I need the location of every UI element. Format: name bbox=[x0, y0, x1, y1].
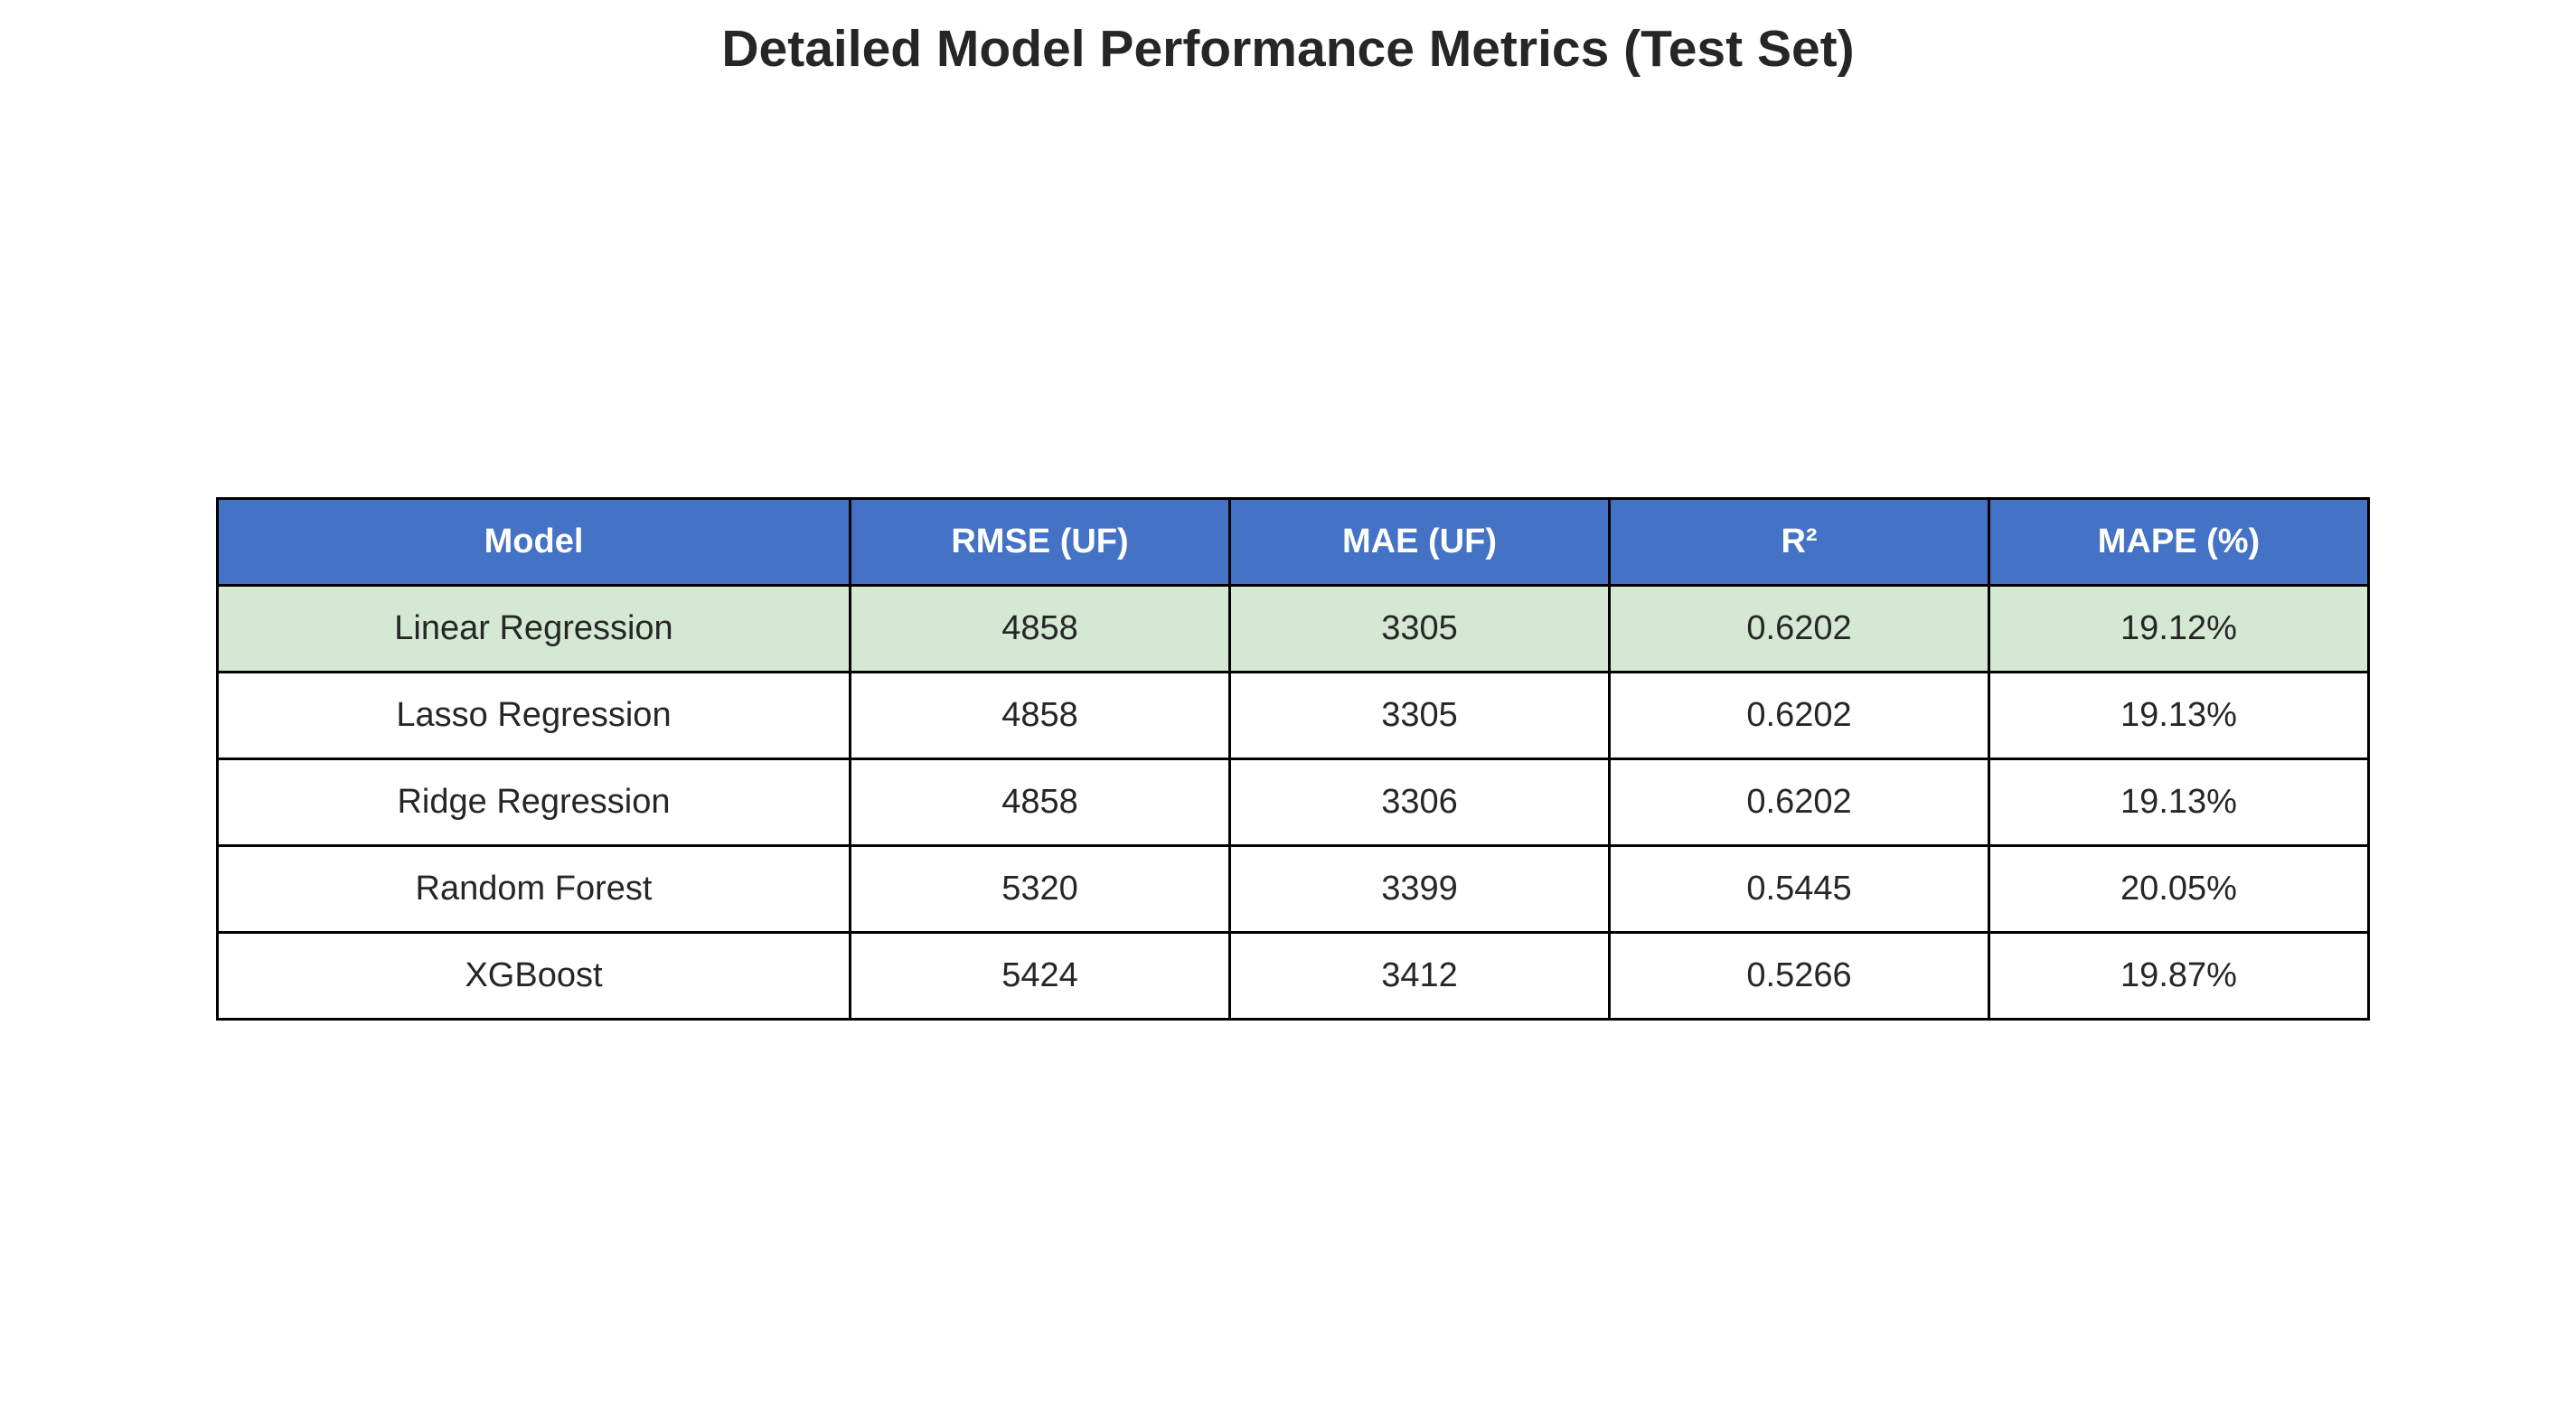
cell-r2: 0.5266 bbox=[1608, 931, 1990, 1021]
cell-mape: 20.05% bbox=[1988, 844, 2370, 934]
cell-rmse: 5424 bbox=[849, 931, 1231, 1021]
table-row: Random Forest 5320 3399 0.5445 20.05% bbox=[216, 844, 2370, 934]
cell-mae: 3305 bbox=[1228, 671, 1611, 760]
cell-mae: 3399 bbox=[1228, 844, 1611, 934]
header-mae: MAE (UF) bbox=[1228, 497, 1611, 587]
header-model: Model bbox=[216, 497, 851, 587]
table-row: Linear Regression 4858 3305 0.6202 19.12… bbox=[216, 584, 2370, 673]
cell-r2: 0.6202 bbox=[1608, 758, 1990, 847]
header-rmse: RMSE (UF) bbox=[849, 497, 1231, 587]
table-row: Ridge Regression 4858 3306 0.6202 19.13% bbox=[216, 758, 2370, 847]
cell-mae: 3305 bbox=[1228, 584, 1611, 673]
header-row: Model RMSE (UF) MAE (UF) R² MAPE (%) bbox=[216, 497, 2370, 587]
cell-mape: 19.12% bbox=[1988, 584, 2370, 673]
cell-model: Random Forest bbox=[216, 844, 851, 934]
table-row: Lasso Regression 4858 3305 0.6202 19.13% bbox=[216, 671, 2370, 760]
cell-mape: 19.87% bbox=[1988, 931, 2370, 1021]
cell-rmse: 4858 bbox=[849, 584, 1231, 673]
cell-model: Ridge Regression bbox=[216, 758, 851, 847]
cell-mape: 19.13% bbox=[1988, 671, 2370, 760]
cell-r2: 0.6202 bbox=[1608, 584, 1990, 673]
header-r2: R² bbox=[1608, 497, 1990, 587]
cell-rmse: 4858 bbox=[849, 758, 1231, 847]
cell-mape: 19.13% bbox=[1988, 758, 2370, 847]
cell-rmse: 4858 bbox=[849, 671, 1231, 760]
cell-mae: 3412 bbox=[1228, 931, 1611, 1021]
table-row: XGBoost 5424 3412 0.5266 19.87% bbox=[216, 931, 2370, 1021]
cell-r2: 0.5445 bbox=[1608, 844, 1990, 934]
cell-model: Lasso Regression bbox=[216, 671, 851, 760]
cell-model: Linear Regression bbox=[216, 584, 851, 673]
cell-mae: 3306 bbox=[1228, 758, 1611, 847]
header-mape: MAPE (%) bbox=[1988, 497, 2370, 587]
metrics-table: Model RMSE (UF) MAE (UF) R² MAPE (%) Lin… bbox=[216, 497, 2370, 1021]
cell-r2: 0.6202 bbox=[1608, 671, 1990, 760]
chart-title: Detailed Model Performance Metrics (Test… bbox=[721, 20, 1855, 78]
cell-model: XGBoost bbox=[216, 931, 851, 1021]
cell-rmse: 5320 bbox=[849, 844, 1231, 934]
